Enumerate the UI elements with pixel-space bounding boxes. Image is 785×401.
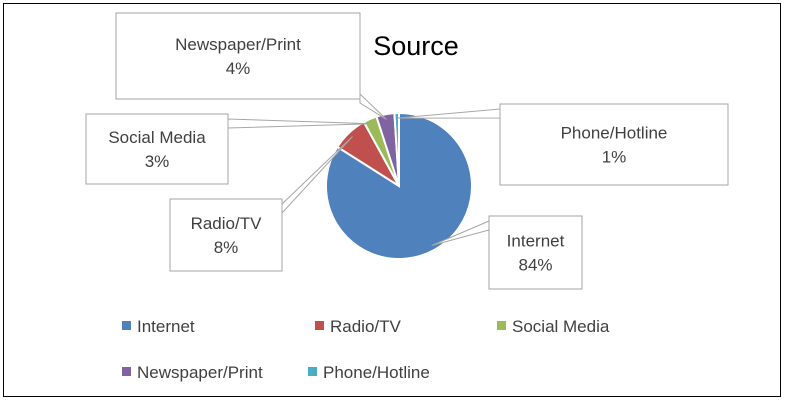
callout-box-phone-hotline [499, 103, 729, 186]
data-label-callouts: Internet 84% Radio/TV 8% Social Media 3% Newsp… [85, 12, 729, 290]
callout-box-internet [488, 215, 583, 290]
pie-slice-phone-hotline [393, 111, 400, 187]
data-label-category: Internet [507, 232, 565, 251]
legend-swatch-phone-hotline [308, 367, 317, 376]
callout-leader-social-media [227, 118, 373, 129]
callout-box-newspaper-print [115, 12, 361, 100]
legend-swatch-radio-tv [315, 321, 324, 330]
legend-swatch-internet [122, 321, 131, 330]
pie-slices [324, 111, 473, 260]
legend-label-social-media: Social Media [512, 317, 610, 336]
legend: Internet Radio/TV Social Media Newspaper/Pr… [122, 317, 610, 382]
legend-label-radio-tv: Radio/TV [330, 317, 402, 336]
chart-title: Source [373, 31, 459, 61]
callout-box-radio-tv [169, 198, 283, 272]
legend-label-phone-hotline: Phone/Hotline [323, 363, 430, 382]
data-label-percent: 3% [145, 152, 170, 171]
callout-leader-newspaper-print [359, 92, 387, 120]
legend-swatch-social-media [497, 321, 506, 330]
legend-swatch-newspaper-print [122, 367, 131, 376]
callout-box-social-media [85, 113, 229, 185]
legend-label-internet: Internet [137, 317, 195, 336]
legend-label-newspaper-print: Newspaper/Print [137, 363, 263, 382]
data-label-percent: 8% [214, 238, 239, 257]
data-label-category: Newspaper/Print [175, 35, 301, 54]
data-label-category: Radio/TV [191, 214, 263, 233]
data-label-category: Phone/Hotline [561, 124, 668, 143]
data-label-percent: 1% [602, 148, 627, 167]
data-label-percent: 4% [226, 59, 251, 78]
data-label-category: Social Media [108, 128, 206, 147]
data-label-percent: 84% [518, 256, 552, 275]
